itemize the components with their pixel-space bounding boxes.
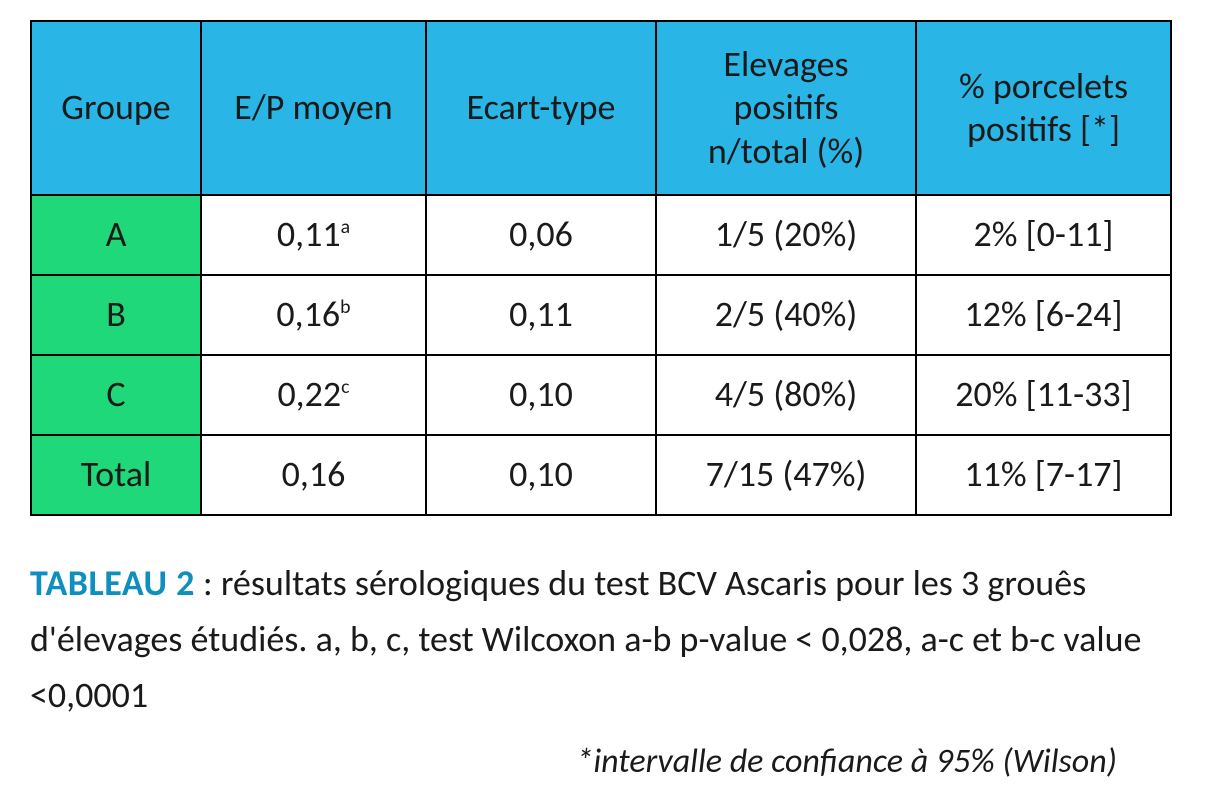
cell-groupe: A: [31, 195, 201, 275]
results-table: Groupe E/P moyen Ecart-type Elevages pos…: [30, 20, 1172, 516]
ep-sup: b: [340, 295, 350, 319]
table-caption: TABLEAU 2 : résultats sérologiques du te…: [30, 556, 1177, 723]
col-header-elevages-l2: positifs: [734, 85, 839, 129]
col-header-groupe: Groupe: [31, 21, 201, 195]
table-row: Total 0,16 0,10 7/15 (47%) 11% [7-17]: [31, 435, 1171, 515]
col-header-porcelets-l1: % porcelets: [959, 64, 1128, 108]
ep-value: 0,16: [282, 452, 346, 496]
table-row: C 0,22c 0,10 4/5 (80%) 20% [11-33]: [31, 355, 1171, 435]
cell-porcelets: 20% [11-33]: [916, 355, 1171, 435]
cell-elevages: 7/15 (47%): [656, 435, 916, 515]
col-header-porcelets: % porcelets positifs [*]: [916, 21, 1171, 195]
ep-sup: c: [341, 375, 349, 399]
col-header-elevages-l3: n/total (%): [708, 129, 864, 173]
footnote: *intervalle de confiance à 95% (Wilson): [30, 741, 1177, 782]
caption-text: : résultats sérologiques du test BCV Asc…: [30, 561, 1141, 717]
col-header-elevages-l1: Elevages: [723, 42, 848, 86]
cell-ep-moyen: 0,11a: [201, 195, 426, 275]
cell-ep-moyen: 0,16b: [201, 275, 426, 355]
page-root: Groupe E/P moyen Ecart-type Elevages pos…: [0, 0, 1207, 805]
cell-ecart: 0,10: [426, 355, 656, 435]
col-header-ep-moyen: E/P moyen: [201, 21, 426, 195]
cell-porcelets: 11% [7-17]: [916, 435, 1171, 515]
cell-porcelets: 2% [0-11]: [916, 195, 1171, 275]
ep-value: 0,22: [277, 372, 341, 416]
cell-ep-moyen: 0,16: [201, 435, 426, 515]
col-header-ecart-type: Ecart-type: [426, 21, 656, 195]
table-header-row: Groupe E/P moyen Ecart-type Elevages pos…: [31, 21, 1171, 195]
cell-elevages: 2/5 (40%): [656, 275, 916, 355]
cell-elevages: 1/5 (20%): [656, 195, 916, 275]
cell-ecart: 0,06: [426, 195, 656, 275]
col-header-elevages: Elevages positifs n/total (%): [656, 21, 916, 195]
cell-ep-moyen: 0,22c: [201, 355, 426, 435]
cell-porcelets: 12% [6-24]: [916, 275, 1171, 355]
table-row: A 0,11a 0,06 1/5 (20%) 2% [0-11]: [31, 195, 1171, 275]
ep-sup: a: [341, 215, 350, 239]
cell-ecart: 0,10: [426, 435, 656, 515]
table-row: B 0,16b 0,11 2/5 (40%) 12% [6-24]: [31, 275, 1171, 355]
ep-value: 0,11: [277, 212, 341, 256]
caption-lead: TABLEAU 2: [30, 561, 195, 605]
cell-groupe: Total: [31, 435, 201, 515]
col-header-porcelets-l2: positifs [*]: [967, 107, 1120, 151]
ep-value: 0,16: [276, 292, 340, 336]
cell-groupe: C: [31, 355, 201, 435]
cell-ecart: 0,11: [426, 275, 656, 355]
cell-groupe: B: [31, 275, 201, 355]
cell-elevages: 4/5 (80%): [656, 355, 916, 435]
